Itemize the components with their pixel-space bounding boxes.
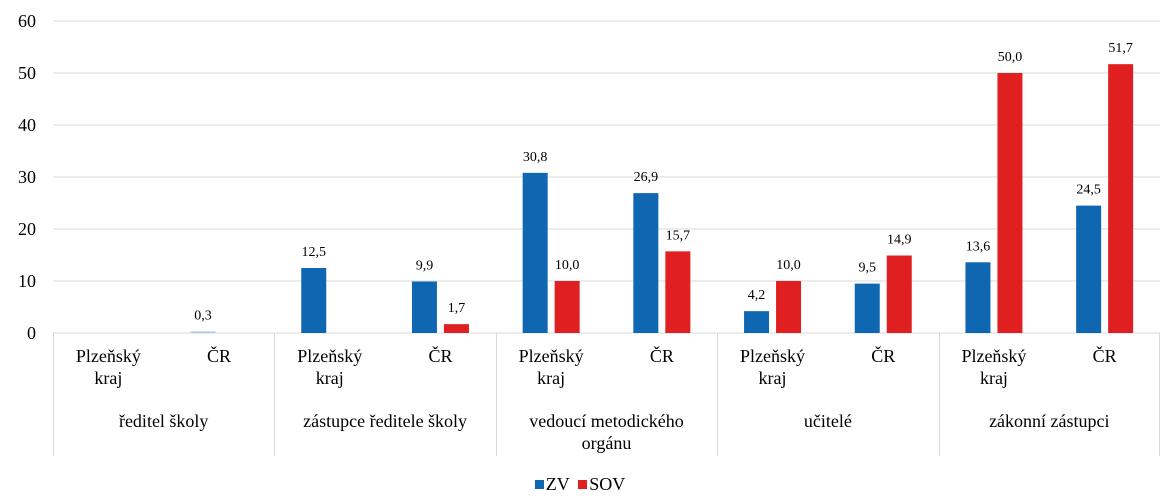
x-subcategory-label: Plzeňský kraj [297, 346, 362, 388]
y-tick-label: 60 [18, 11, 36, 31]
x-group-label: zástupce ředitele školy [303, 411, 467, 431]
y-tick-label: 40 [18, 115, 36, 135]
data-label-zv: 0,3 [194, 308, 212, 323]
x-subcategory-label: Plzeňský kraj [76, 346, 141, 388]
legend-label-sov: SOV [589, 474, 626, 494]
bar-zv-zastupce-reditele-skoly-plzensky-kraj [301, 268, 327, 333]
data-label-sov: 15,7 [666, 228, 691, 243]
x-group-label: učitelé [804, 411, 852, 431]
legend-label-zv: ZV [545, 474, 570, 494]
x-group-label: ředitel školy [119, 411, 208, 431]
data-label-zv: 24,5 [1076, 183, 1101, 198]
bar-zv-reditel-skoly-cr [190, 331, 216, 333]
bar-zv-vedouci-metodickeho-organu-cr [633, 193, 659, 333]
bar-zv-zakonni-zastupci-cr [1076, 205, 1102, 333]
chart: 0 10 20 30 40 50 60 0,3 12,5 9,9 30,8 26,9 4,2 9,5 13,… [18, 11, 1160, 456]
x-group-label: vedoucí metodického orgánu [529, 411, 683, 453]
bar-sov-zakonni-zastupci-cr [1108, 64, 1134, 333]
legend-swatch-sov [578, 480, 588, 489]
data-label-sov: 10,0 [776, 258, 801, 273]
x-group-label: zákonní zástupci [989, 411, 1109, 431]
x-subcategory-label: ČR [207, 345, 231, 366]
data-label-zv: 4,2 [748, 288, 766, 303]
x-subcategory-label: ČR [1093, 345, 1117, 366]
legend: ZV SOV [0, 474, 1160, 494]
data-label-zv: 13,6 [966, 239, 991, 254]
bar-zv-zakonni-zastupci-plzensky-kraj [965, 262, 991, 333]
data-label-sov: 1,7 [448, 301, 466, 316]
bar-zv-ucitele-plzensky-kraj [744, 311, 770, 333]
legend-item-sov: SOV [578, 474, 625, 494]
data-label-zv: 26,9 [634, 170, 659, 185]
bar-sov-zastupce-reditele-skoly-cr [443, 324, 469, 333]
data-label-zv: 12,5 [302, 245, 327, 260]
x-subcategory-label: ČR [428, 345, 452, 366]
y-tick-label: 20 [18, 219, 36, 239]
bar-sov-zakonni-zastupci-plzensky-kraj [997, 73, 1023, 333]
data-label-zv: 9,5 [859, 261, 877, 276]
bar-zv-zastupce-reditele-skoly-cr [411, 281, 437, 333]
y-tick-label: 30 [18, 167, 36, 187]
data-label-zv: 30,8 [523, 150, 548, 165]
data-label-sov: 50,0 [998, 50, 1023, 65]
bar-zv-ucitele-cr [854, 283, 880, 333]
x-subcategory-label: Plzeňský kraj [519, 346, 584, 388]
y-tick-label: 10 [18, 271, 36, 291]
legend-item-zv: ZV [534, 474, 570, 494]
data-label-zv: 9,9 [416, 259, 434, 274]
bar-zv-vedouci-metodickeho-organu-plzensky-kraj [522, 172, 548, 333]
x-subcategory-label: ČR [871, 345, 895, 366]
x-subcategory-label: ČR [650, 345, 674, 366]
bar-sov-vedouci-metodickeho-organu-plzensky-kraj [554, 281, 580, 333]
bar-sov-ucitele-cr [886, 255, 912, 333]
x-subcategory-label: Plzeňský kraj [740, 346, 805, 388]
bar-sov-ucitele-plzensky-kraj [776, 281, 802, 333]
data-label-sov: 51,7 [1108, 41, 1133, 56]
bar-sov-vedouci-metodickeho-organu-cr [665, 251, 691, 333]
y-tick-label: 50 [18, 63, 36, 83]
data-label-sov: 14,9 [887, 233, 912, 248]
y-tick-label: 0 [27, 323, 36, 343]
data-label-sov: 10,0 [555, 258, 580, 273]
x-subcategory-label: Plzeňský kraj [961, 346, 1026, 388]
legend-swatch-zv [534, 480, 544, 489]
